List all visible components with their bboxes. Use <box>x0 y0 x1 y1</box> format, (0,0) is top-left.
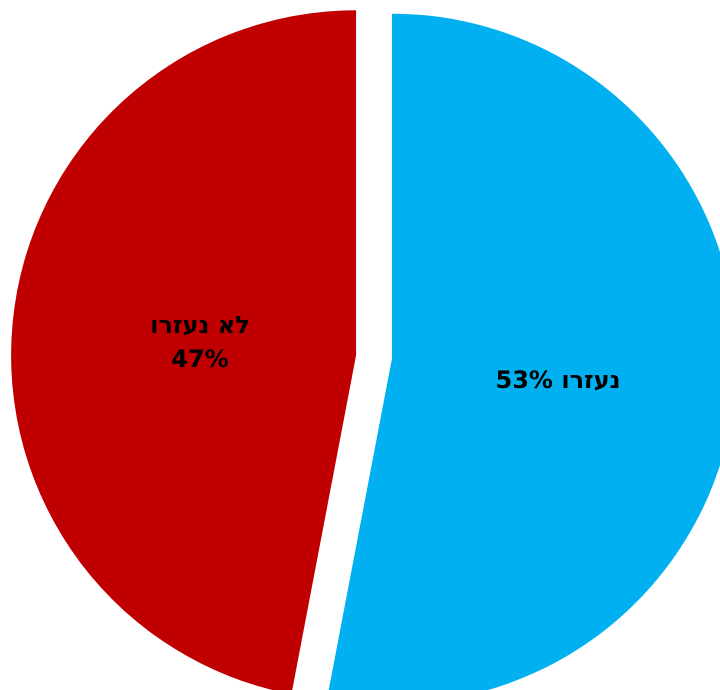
slice-helped <box>328 13 720 690</box>
slice-not-helped <box>11 10 357 690</box>
labels-layer: נעזרו 53% לא נעזרו 47% <box>150 311 620 394</box>
slice-label-not-helped-value: 47% <box>171 345 228 373</box>
slice-label-not-helped-name: לא נעזרו <box>150 311 250 339</box>
slices-layer <box>11 10 720 690</box>
slice-label-helped: נעזרו 53% <box>496 366 621 394</box>
